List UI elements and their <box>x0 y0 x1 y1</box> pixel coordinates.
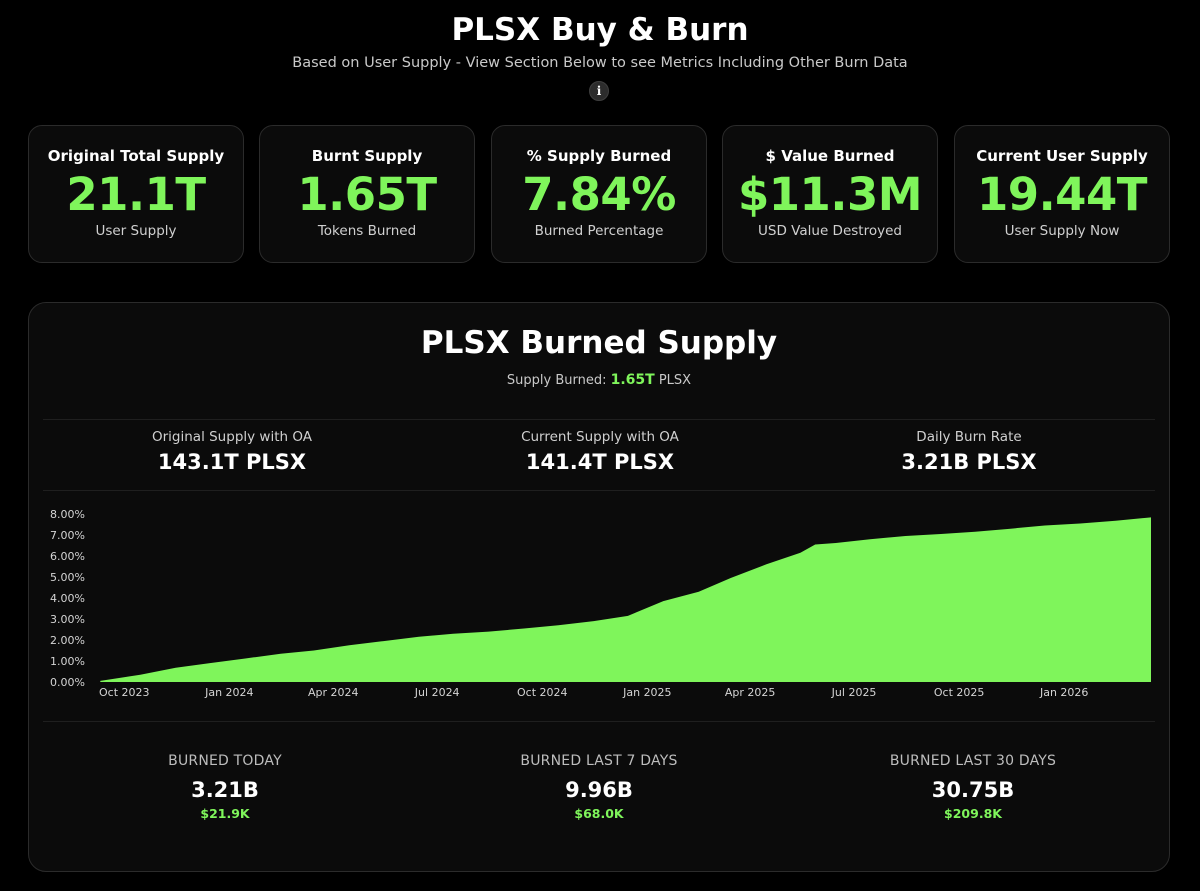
x-tick-label: Apr 2024 <box>308 686 359 699</box>
card-label: % Supply Burned <box>526 147 672 165</box>
y-tick-label: 2.00% <box>50 634 85 647</box>
x-tick-label: Jan 2024 <box>204 686 253 699</box>
card-caption: USD Value Destroyed <box>758 223 902 239</box>
burn-stat-usd: $21.9K <box>200 806 250 821</box>
burn-stat-value: 3.21B <box>191 778 259 802</box>
x-tick-label: Apr 2025 <box>725 686 776 699</box>
burn-stat-usd: $68.0K <box>574 806 624 821</box>
x-tick-label: Oct 2023 <box>99 686 150 699</box>
panel-title: PLSX Burned Supply <box>420 325 778 361</box>
burned-supply-panel: PLSX Burned Supply Supply Burned: 1.65T … <box>28 302 1170 872</box>
metric-current-supply-oa: Current Supply with OA 141.4T PLSX <box>410 429 790 474</box>
card-caption: User Supply <box>95 223 177 239</box>
metric-daily-burn-rate: Daily Burn Rate 3.21B PLSX <box>779 429 1159 474</box>
divider <box>43 721 1155 722</box>
card-label: Current User Supply <box>976 147 1148 165</box>
supply-burned-label: Supply Burned: <box>506 373 607 388</box>
metric-original-supply-oa: Original Supply with OA 143.1T PLSX <box>42 429 422 474</box>
card-caption: Tokens Burned <box>317 223 417 239</box>
supply-burned-value: 1.65T <box>610 372 655 388</box>
card-value-burned: $ Value Burned $11.3M USD Value Destroye… <box>722 125 938 263</box>
card-value: $11.3M <box>737 168 923 221</box>
metric-label: Daily Burn Rate <box>916 429 1022 445</box>
card-value: 19.44T <box>976 168 1148 221</box>
page-title: PLSX Buy & Burn <box>451 12 749 48</box>
card-original-total-supply: Original Total Supply 21.1T User Supply <box>28 125 244 263</box>
metric-value: 141.4T PLSX <box>525 450 675 474</box>
burn-stat-usd: $209.8K <box>944 806 1002 821</box>
card-caption: User Supply Now <box>1004 223 1120 239</box>
chart-svg: 0.00% 1.00% 2.00% 3.00% 4.00% 5.00% 6.00% 7.00%… <box>50 508 1151 699</box>
card-value: 7.84% <box>522 168 676 221</box>
burn-stat-label: BURNED LAST 30 DAYS <box>889 753 1057 769</box>
burn-stat-label: BURNED TODAY <box>168 753 282 769</box>
divider <box>43 419 1155 420</box>
burn-stat-label: BURNED LAST 7 DAYS <box>520 753 678 769</box>
metric-value: 143.1T PLSX <box>157 450 307 474</box>
card-value: 1.65T <box>297 168 437 221</box>
card-burnt-supply: Burnt Supply 1.65T Tokens Burned <box>259 125 475 263</box>
x-tick-label: Jul 2025 <box>831 686 877 699</box>
divider <box>43 490 1155 491</box>
card-caption: Burned Percentage <box>534 223 664 239</box>
y-tick-label: 0.00% <box>50 676 85 689</box>
card-label: Original Total Supply <box>47 147 225 165</box>
metric-label: Original Supply with OA <box>152 429 312 445</box>
x-tick-label: Jan 2025 <box>622 686 671 699</box>
y-tick-label: 8.00% <box>50 508 85 521</box>
metric-label: Current Supply with OA <box>521 429 679 445</box>
burn-stat-value: 9.96B <box>565 778 633 802</box>
burned-supply-chart: 0.00% 1.00% 2.00% 3.00% 4.00% 5.00% 6.00% 7.00%… <box>29 503 1169 703</box>
y-tick-label: 1.00% <box>50 655 85 668</box>
x-tick-label: Oct 2024 <box>517 686 568 699</box>
y-tick-label: 7.00% <box>50 529 85 542</box>
y-tick-label: 6.00% <box>50 550 85 563</box>
info-icon[interactable]: i <box>589 81 609 101</box>
y-tick-label: 5.00% <box>50 571 85 584</box>
y-tick-label: 3.00% <box>50 613 85 626</box>
card-percent-supply-burned: % Supply Burned 7.84% Burned Percentage <box>491 125 707 263</box>
burned-last-30-days: BURNED LAST 30 DAYS 30.75B $209.8K <box>823 753 1123 821</box>
supply-burned-unit: PLSX <box>658 373 692 388</box>
supply-burned-line: Supply Burned: 1.65T PLSX <box>29 372 1169 388</box>
x-tick-label: Oct 2025 <box>934 686 985 699</box>
burned-percentage-area <box>100 517 1151 682</box>
burn-stat-value: 30.75B <box>931 778 1015 802</box>
card-value: 21.1T <box>66 168 206 221</box>
metric-value: 3.21B PLSX <box>901 450 1037 474</box>
page-subtitle: Based on User Supply - View Section Belo… <box>292 55 908 71</box>
burned-last-7-days: BURNED LAST 7 DAYS 9.96B $68.0K <box>449 753 749 821</box>
burned-today: BURNED TODAY 3.21B $21.9K <box>75 753 375 821</box>
card-current-user-supply: Current User Supply 19.44T User Supply N… <box>954 125 1170 263</box>
card-label: $ Value Burned <box>765 147 895 165</box>
y-tick-label: 4.00% <box>50 592 85 605</box>
card-label: Burnt Supply <box>311 147 423 165</box>
x-tick-label: Jan 2026 <box>1039 686 1088 699</box>
x-tick-label: Jul 2024 <box>414 686 460 699</box>
